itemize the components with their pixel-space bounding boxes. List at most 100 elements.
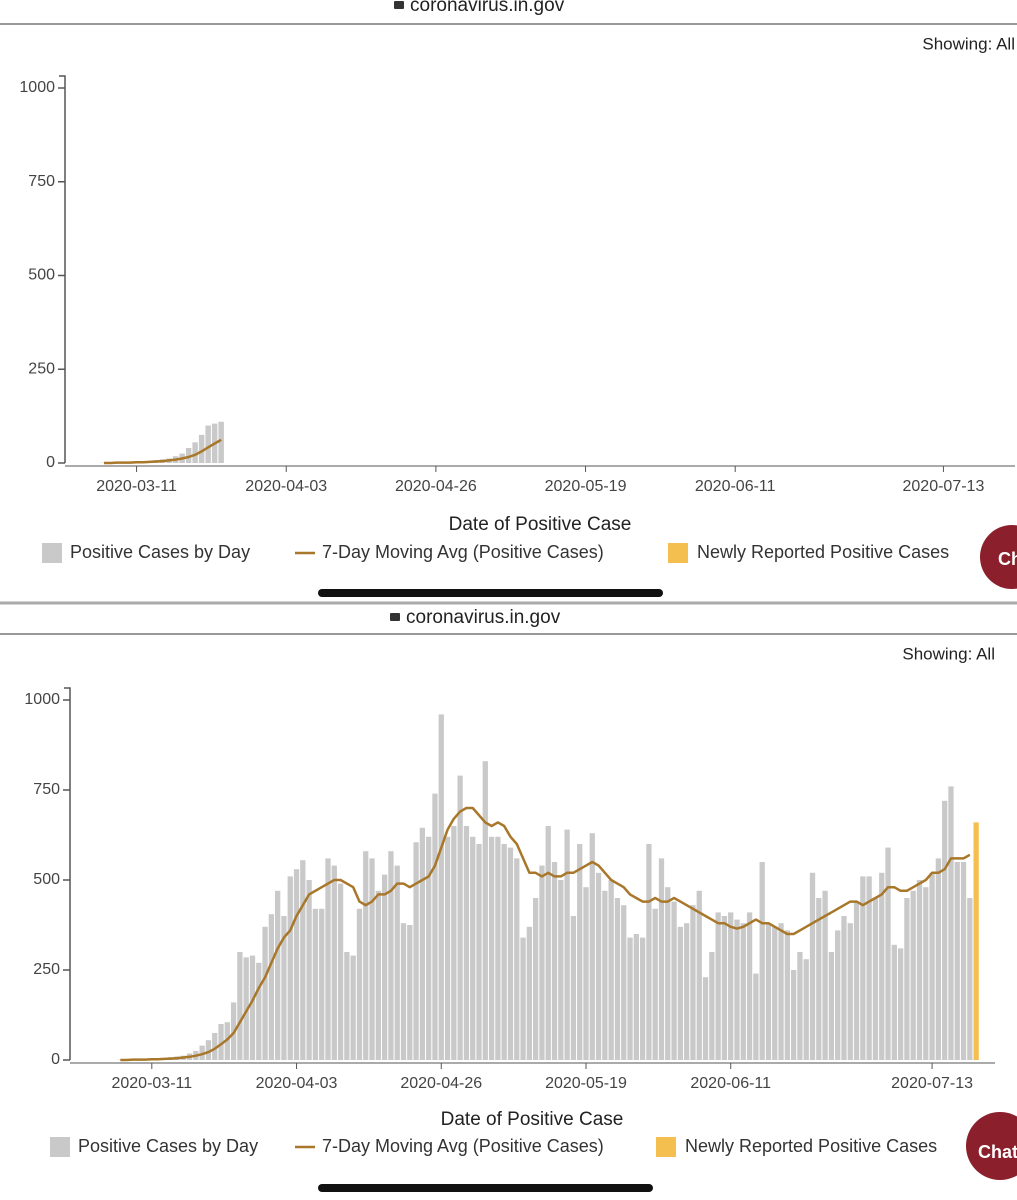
url[interactable]: coronavirus.in.gov	[410, 0, 565, 16]
bar	[539, 865, 545, 1060]
bar	[633, 934, 639, 1060]
y-axis	[59, 75, 66, 463]
filter-label[interactable]: Showing: All	[902, 644, 995, 663]
bar	[872, 898, 879, 1060]
bar	[312, 908, 319, 1060]
bar	[608, 880, 614, 1060]
lock-icon	[390, 613, 400, 621]
x-tick-label: 2020-05-19	[545, 1075, 627, 1092]
bar	[759, 862, 765, 1060]
x-tick-label: 2020-06-11	[695, 478, 776, 495]
bar	[482, 761, 488, 1060]
bar	[677, 926, 684, 1060]
bar	[243, 957, 249, 1060]
bar	[702, 977, 709, 1060]
bar	[545, 826, 551, 1060]
bar	[520, 937, 526, 1060]
bar	[551, 862, 558, 1060]
bar	[268, 914, 275, 1060]
bar	[639, 937, 646, 1060]
bar	[564, 829, 570, 1060]
bar	[841, 916, 847, 1060]
legend-swatch	[50, 1137, 70, 1157]
bar	[375, 890, 381, 1060]
bar	[816, 898, 822, 1060]
y-tick-label: 750	[33, 781, 60, 798]
bar	[891, 944, 897, 1060]
x-axis-title: Date of Positive Case	[441, 1109, 624, 1130]
x-tick-label: 2020-06-11	[690, 1075, 771, 1092]
home-indicator	[318, 1184, 653, 1192]
bar	[910, 890, 916, 1060]
bar	[281, 916, 287, 1060]
bar	[583, 887, 589, 1060]
x-tick-label: 2020-04-26	[395, 478, 477, 495]
bar	[595, 872, 602, 1060]
bar	[866, 876, 872, 1060]
bar	[627, 937, 633, 1060]
bar	[363, 851, 369, 1060]
home-indicator	[318, 589, 663, 597]
legend-label: Positive Cases by Day	[78, 1136, 258, 1156]
lock-icon	[394, 1, 404, 9]
x-tick-label: 2020-04-03	[245, 478, 327, 495]
bar	[853, 901, 860, 1060]
filter-label[interactable]: Showing: All	[922, 34, 1015, 53]
bar	[671, 901, 677, 1060]
chat-label[interactable]: Chat	[978, 1142, 1017, 1162]
x-tick-label: 2020-07-13	[891, 1075, 973, 1092]
bar	[514, 858, 520, 1060]
bar	[526, 926, 532, 1060]
bar	[212, 1033, 218, 1060]
bar	[690, 905, 696, 1060]
y-tick-label: 1000	[24, 691, 60, 708]
bar	[319, 908, 325, 1060]
y-tick-label: 1000	[19, 79, 55, 96]
bar	[488, 836, 495, 1060]
bar	[784, 930, 790, 1060]
bar	[828, 952, 835, 1060]
bar	[419, 827, 426, 1060]
url[interactable]: coronavirus.in.gov	[406, 607, 561, 628]
bar	[369, 858, 375, 1060]
bar	[803, 959, 809, 1060]
bar	[331, 865, 337, 1060]
bar	[652, 908, 658, 1060]
bar	[306, 880, 312, 1060]
chat-button[interactable]	[980, 525, 1017, 589]
bar	[325, 858, 331, 1060]
bar	[218, 421, 224, 463]
x-tick-label: 2020-04-03	[256, 1075, 338, 1092]
bar	[765, 923, 772, 1060]
bar	[790, 970, 797, 1060]
line	[104, 438, 222, 465]
x-tick-label: 2020-03-11	[96, 478, 177, 495]
y-tick-label: 0	[46, 454, 55, 471]
bar	[602, 890, 608, 1060]
legend-label: 7-Day Moving Avg (Positive Cases)	[322, 1136, 604, 1156]
y-tick-label: 0	[51, 1051, 60, 1068]
x-axis-title: Date of Positive Case	[449, 514, 632, 535]
bar	[916, 880, 923, 1060]
bar	[935, 858, 942, 1060]
chat-label[interactable]: Chat	[998, 549, 1017, 569]
bar	[960, 862, 967, 1060]
y-tick-label: 500	[28, 267, 55, 284]
bar	[237, 952, 243, 1060]
bar	[476, 844, 482, 1060]
y-tick-label: 250	[28, 360, 55, 377]
bar	[451, 826, 457, 1060]
bar	[973, 822, 979, 1060]
bar	[533, 898, 539, 1060]
bar	[413, 842, 419, 1060]
bar	[300, 860, 306, 1060]
bar	[205, 1040, 212, 1060]
legend-label: Positive Cases by Day	[70, 542, 250, 562]
chat-button[interactable]	[966, 1112, 1017, 1180]
bar	[954, 862, 960, 1060]
bar	[426, 836, 432, 1060]
x-tick-label: 2020-03-11	[111, 1075, 192, 1092]
bar	[463, 826, 470, 1060]
legend-label: 7-Day Moving Avg (Positive Cases)	[322, 542, 604, 562]
